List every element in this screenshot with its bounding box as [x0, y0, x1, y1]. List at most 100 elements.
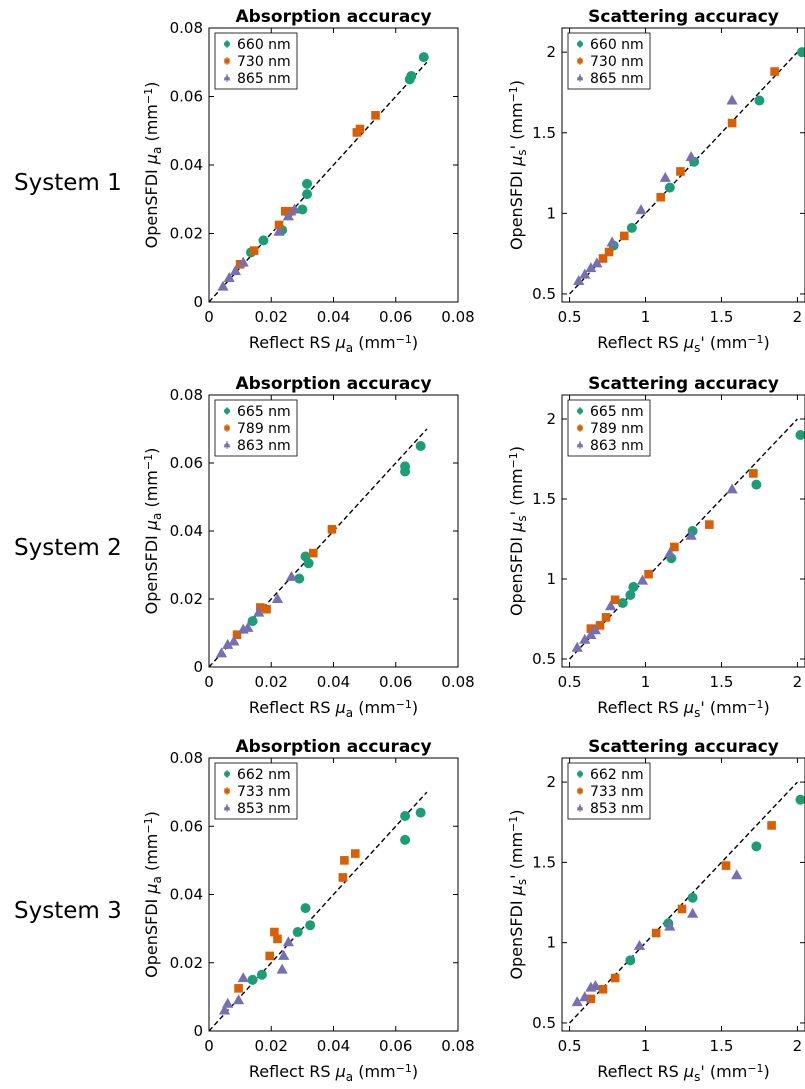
data-point-triangle: [237, 256, 249, 267]
y-tick-label: 0: [193, 658, 203, 676]
data-point-triangle: [217, 280, 229, 291]
y-axis-label: OpenSFDI μa (mm−1): [142, 448, 164, 615]
panel-scattering-system-1: Scattering accuracy 0.5 1 1.5 2 0.5 1 1.5 2 Refle…: [507, 7, 805, 355]
data-point-triangle: [636, 574, 649, 585]
x-axis-label: Reflect RS μs' (mm−1): [597, 698, 770, 720]
legend-marker-square: [224, 425, 230, 431]
y-tick-label: 0.08: [170, 749, 203, 767]
data-point-circle: [628, 582, 639, 592]
x-tick-label: 0.02: [255, 673, 288, 691]
data-point-circle: [258, 235, 269, 246]
y-tick-label: 0.02: [170, 225, 203, 243]
data-point-circle: [302, 189, 313, 200]
data-point-circle: [247, 974, 258, 985]
data-point-triangle: [664, 920, 676, 931]
y-axis-label: OpenSFDI μa (mm−1): [142, 82, 164, 249]
data-point-square: [610, 973, 620, 983]
data-point-square: [721, 861, 731, 870]
x-tick-label: 0.04: [317, 673, 350, 691]
x-tick-label: 0.04: [317, 1037, 350, 1055]
legend-entry: 789 nm: [237, 421, 291, 437]
data-point-square: [604, 247, 614, 257]
data-point-circle: [687, 892, 698, 903]
data-point-square: [371, 111, 380, 120]
data-point-square: [338, 873, 348, 882]
legend-marker-triangle: [576, 441, 584, 448]
plot-frame: [561, 394, 805, 668]
data-point-circle: [400, 461, 411, 472]
data-point-triangle: [659, 171, 671, 182]
data-point-circle: [415, 807, 426, 818]
data-point-triangle: [282, 936, 294, 947]
data-point-triangle: [278, 949, 290, 960]
x-tick-label: 0: [204, 673, 214, 691]
data-point-triangle: [237, 972, 249, 983]
plot-frame: [208, 394, 459, 668]
data-points: [215, 441, 426, 658]
data-point-circle: [302, 178, 313, 189]
data-point-square: [619, 231, 629, 241]
legend-marker-circle: [224, 41, 230, 47]
legend-marker-triangle: [223, 441, 231, 448]
data-point-triangle: [218, 1004, 231, 1015]
y-axis-label: OpenSFDI μs' (mm−1): [507, 446, 529, 616]
legend-entry: 853 nm: [237, 801, 291, 817]
data-point-square: [256, 603, 265, 612]
x-tick-label: 0.08: [441, 1037, 474, 1055]
data-point-triangle: [726, 483, 738, 494]
legend-entry: 665 nm: [237, 404, 291, 420]
x-axis-label: Reflect RS μs' (mm−1): [597, 333, 770, 355]
y-axis-label: OpenSFDI μa (mm−1): [142, 811, 164, 978]
data-point-triangle: [215, 647, 228, 658]
x-tick-label: 1.5: [710, 673, 734, 691]
legend-marker-square: [577, 788, 583, 794]
data-points: [218, 807, 426, 1015]
y-tick-label: 1: [546, 204, 556, 222]
y-tick-label: 0.08: [170, 386, 203, 404]
data-point-square: [749, 469, 758, 478]
legend-entry: 730 nm: [590, 54, 644, 70]
data-point-circle: [303, 558, 314, 569]
data-point-square: [232, 630, 242, 639]
x-tick-label: 2: [793, 308, 803, 326]
data-point-square: [586, 994, 596, 1004]
legend-entry: 662 nm: [237, 767, 291, 783]
x-axis-label: Reflect RS μa (mm−1): [249, 698, 418, 720]
plot-frame: [208, 757, 459, 1032]
data-point-triangle: [579, 991, 591, 1002]
data-point-triangle: [222, 997, 234, 1008]
data-point-triangle: [589, 624, 602, 635]
plot-frame: [561, 27, 805, 303]
legend-entry: 863 nm: [590, 438, 644, 454]
data-point-square: [308, 548, 318, 558]
data-point-square: [670, 542, 679, 552]
data-point-square: [598, 984, 608, 994]
data-point-circle: [795, 794, 805, 805]
data-point-triangle: [223, 272, 235, 283]
data-point-square: [651, 928, 661, 938]
data-point-square: [598, 254, 608, 263]
x-tick-label: 0.04: [317, 308, 350, 326]
panels: Absorption accuracy 0 0.02 0.04 0.06 0.08 0 0.0…: [142, 7, 805, 1084]
y-tick-label: 0.5: [532, 650, 556, 668]
legend-marker-square: [224, 58, 230, 64]
data-point-circle: [796, 47, 805, 58]
x-tick-label: 0: [204, 308, 214, 326]
x-tick-label: 0.5: [558, 673, 582, 691]
legend-entry: 853 nm: [590, 801, 644, 817]
y-tick-label: 0.5: [532, 1014, 556, 1032]
data-point-triangle: [242, 621, 254, 632]
legend-marker-circle: [577, 408, 583, 414]
x-tick-label: 1: [641, 673, 651, 691]
data-point-square: [770, 67, 779, 76]
data-point-square: [270, 927, 279, 937]
data-point-square: [676, 167, 685, 176]
data-point-circle: [305, 920, 316, 931]
panel-scattering-system-2: Scattering accuracy 0.5 1 1.5 2 0.5 1 1.5 2 Refle…: [507, 374, 805, 720]
data-point-triangle: [726, 94, 738, 105]
data-point-triangle: [591, 257, 603, 268]
data-point-square: [705, 520, 714, 529]
data-point-square: [327, 525, 337, 534]
data-point-triangle: [571, 996, 583, 1007]
